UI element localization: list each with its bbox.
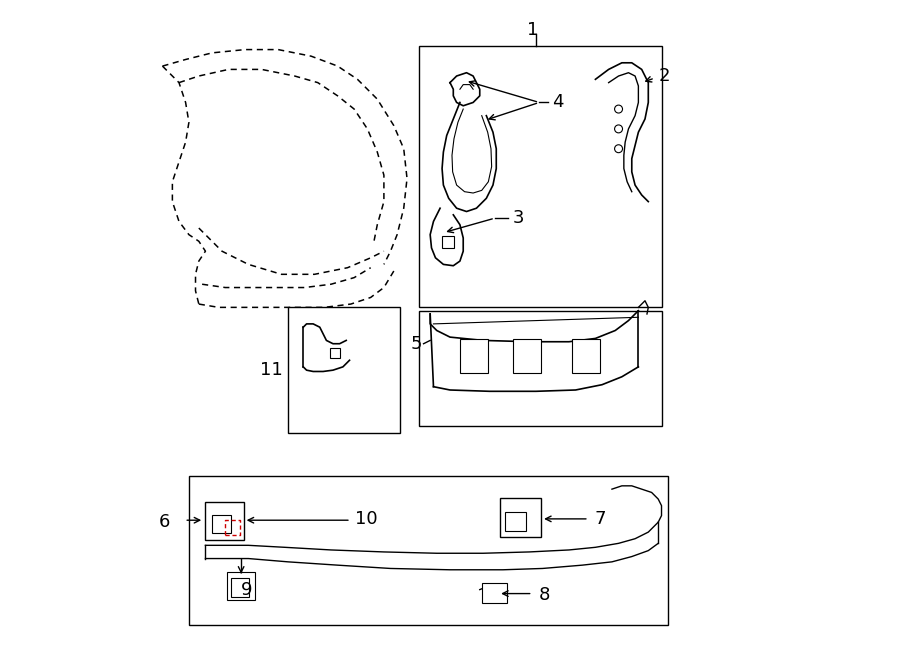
- Bar: [189, 476, 668, 625]
- Bar: [500, 498, 541, 537]
- Text: 5: 5: [410, 334, 421, 353]
- Bar: [227, 572, 255, 600]
- Text: 11: 11: [260, 361, 283, 379]
- Text: 10: 10: [356, 510, 378, 528]
- Bar: [460, 339, 488, 373]
- Bar: [442, 236, 454, 248]
- Text: 8: 8: [539, 586, 551, 604]
- Text: 6: 6: [158, 513, 170, 531]
- Text: 1: 1: [526, 20, 538, 39]
- Bar: [230, 578, 249, 597]
- Bar: [572, 339, 600, 373]
- Bar: [418, 46, 662, 307]
- Bar: [288, 307, 400, 433]
- Bar: [418, 311, 662, 426]
- Bar: [329, 348, 339, 358]
- Bar: [482, 583, 507, 603]
- Text: 4: 4: [553, 93, 564, 112]
- Bar: [205, 502, 244, 540]
- Bar: [505, 512, 526, 531]
- Text: 2: 2: [658, 67, 670, 85]
- Text: 9: 9: [241, 580, 253, 599]
- Text: 7: 7: [594, 510, 606, 528]
- Bar: [513, 339, 541, 373]
- Bar: [212, 515, 230, 533]
- Text: 3: 3: [513, 209, 525, 227]
